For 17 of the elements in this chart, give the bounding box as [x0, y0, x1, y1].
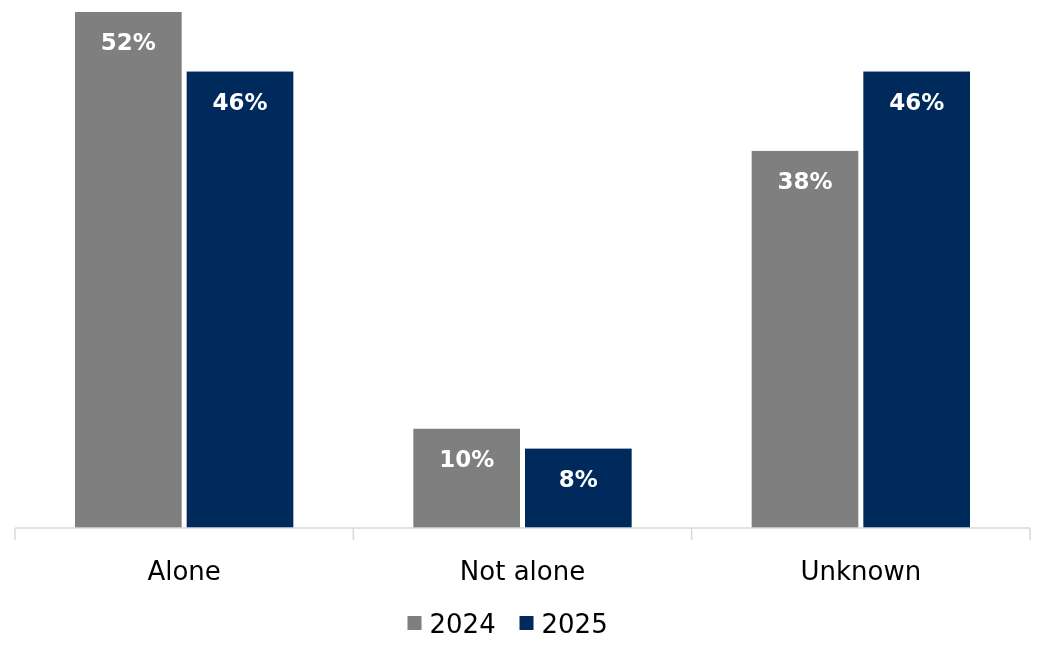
bar [75, 12, 182, 528]
x-tick-label: Not alone [459, 556, 586, 586]
data-label: 46% [212, 88, 268, 115]
x-tick-label: Alone [147, 556, 221, 586]
x-tick-label: Unknown [800, 556, 922, 586]
legend-label: 2025 [541, 609, 608, 639]
data-label: 10% [439, 445, 495, 472]
legend-label: 2024 [429, 609, 496, 639]
bar [525, 448, 632, 528]
bar [863, 71, 970, 528]
bar [186, 71, 294, 528]
bar [751, 150, 859, 528]
data-label: 46% [889, 88, 945, 115]
bar [413, 428, 520, 528]
data-label: 52% [100, 29, 156, 55]
data-label: 8% [558, 465, 598, 492]
data-label: 38% [777, 167, 833, 194]
